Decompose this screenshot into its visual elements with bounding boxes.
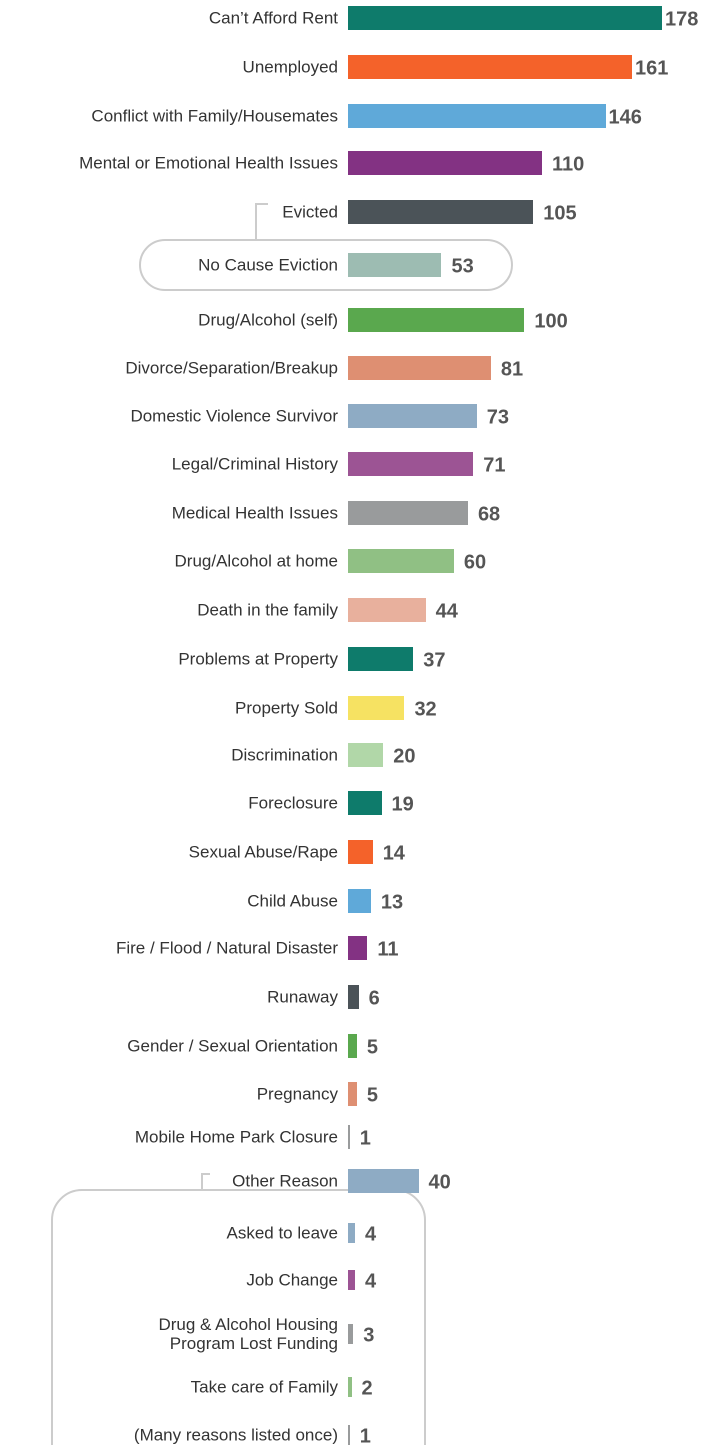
value-label: 100 — [534, 310, 568, 333]
bar — [348, 1377, 352, 1397]
category-label: Runaway — [267, 987, 338, 1007]
category-label: Discrimination — [231, 745, 338, 765]
category-label: Asked to leave — [226, 1223, 338, 1243]
value-label: 40 — [428, 1171, 451, 1194]
value-label: 110 — [552, 153, 585, 176]
value-label: 37 — [423, 649, 446, 672]
bar — [348, 743, 384, 767]
value-label: 14 — [382, 842, 405, 865]
category-label: Mental or Emotional Health Issues — [79, 153, 338, 173]
value-label: 6 — [368, 987, 380, 1010]
bracket — [51, 1173, 426, 1445]
value-label: 178 — [664, 8, 699, 31]
bar — [348, 1082, 357, 1106]
category-label: Pregnancy — [256, 1084, 338, 1104]
category-label: Drug & Alcohol Housing Program Lost Fund… — [158, 1315, 338, 1353]
category-label: Can’t Afford Rent — [208, 8, 338, 28]
bar — [348, 936, 368, 960]
value-label: 73 — [486, 406, 510, 429]
category-label: Job Change — [246, 1270, 338, 1290]
bar — [348, 253, 442, 277]
value-label: 105 — [543, 202, 577, 225]
category-label: Medical Health Issues — [171, 503, 338, 523]
value-label: 60 — [463, 551, 487, 574]
value-label: 2 — [361, 1377, 373, 1400]
bar — [348, 1324, 354, 1344]
bar — [348, 151, 543, 175]
value-label: 4 — [365, 1223, 377, 1246]
category-label: Evicted — [282, 202, 338, 222]
bar — [348, 985, 359, 1009]
value-label: 4 — [365, 1270, 377, 1293]
value-label: 68 — [477, 503, 501, 526]
category-label: Fire / Flood / Natural Disaster — [115, 938, 338, 958]
value-label: 19 — [391, 793, 414, 816]
value-label: 32 — [414, 698, 437, 721]
bar — [348, 104, 606, 128]
value-label: 146 — [608, 106, 642, 129]
bar — [348, 200, 534, 224]
bar — [348, 1270, 356, 1290]
bar — [348, 1125, 350, 1149]
value-label: 1 — [359, 1425, 371, 1445]
bar — [348, 791, 382, 815]
bar — [348, 889, 371, 913]
category-label: (Many reasons listed once) — [133, 1425, 338, 1445]
bar — [348, 549, 454, 573]
bar — [348, 840, 373, 864]
bar — [348, 647, 414, 671]
value-label: 71 — [483, 454, 506, 477]
bar — [348, 598, 426, 622]
category-label: Sexual Abuse/Rape — [188, 842, 338, 862]
category-label: Foreclosure — [248, 793, 338, 813]
value-label: 44 — [435, 600, 458, 623]
value-label: 81 — [500, 358, 524, 381]
category-label: Property Sold — [235, 698, 338, 718]
category-label: Gender / Sexual Orientation — [127, 1036, 338, 1056]
value-label: 53 — [451, 255, 474, 278]
category-label: Domestic Violence Survivor — [130, 406, 338, 426]
bar — [348, 1034, 357, 1058]
bar — [348, 452, 474, 476]
value-label: 3 — [363, 1324, 375, 1347]
bar — [348, 1169, 419, 1193]
category-label: Mobile Home Park Closure — [134, 1127, 338, 1147]
value-label: 11 — [377, 938, 399, 961]
value-label: 5 — [366, 1084, 378, 1107]
category-label: Problems at Property — [178, 649, 338, 669]
category-label: Divorce/Separation/Breakup — [125, 358, 338, 378]
category-label: Drug/Alcohol (self) — [198, 310, 338, 330]
category-label: Drug/Alcohol at home — [174, 551, 338, 571]
category-label: Death in the family — [197, 600, 338, 620]
category-label: Child Abuse — [247, 891, 338, 911]
bar — [348, 696, 405, 720]
bar — [348, 356, 491, 380]
bar — [348, 55, 632, 79]
value-label: 1 — [359, 1127, 371, 1150]
bar — [348, 1223, 356, 1243]
category-label: Unemployed — [242, 57, 338, 77]
bar — [348, 501, 468, 525]
bar — [348, 1425, 350, 1445]
category-label: Conflict with Family/Housemates — [91, 106, 338, 126]
bar — [348, 308, 525, 332]
category-label: Legal/Criminal History — [171, 454, 338, 474]
value-label: 5 — [366, 1036, 378, 1059]
category-label: Other Reason — [232, 1171, 338, 1191]
value-label: 161 — [635, 57, 669, 80]
value-label: 13 — [380, 891, 404, 914]
bar — [348, 404, 477, 428]
bar — [348, 6, 662, 30]
category-label: No Cause Eviction — [198, 255, 338, 275]
value-label: 20 — [393, 745, 416, 768]
category-label: Take care of Family — [190, 1377, 338, 1397]
bracket — [138, 203, 514, 291]
